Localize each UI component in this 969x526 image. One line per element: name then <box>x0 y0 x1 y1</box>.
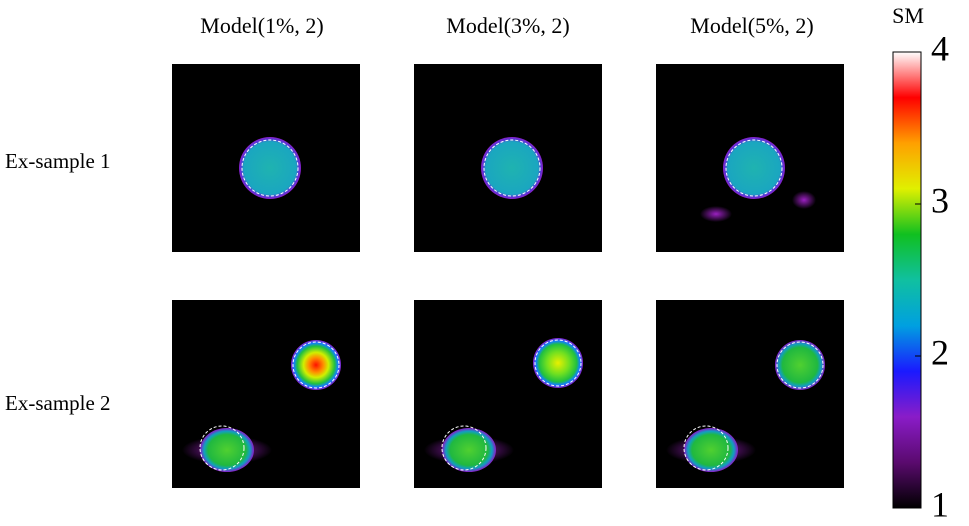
panel <box>413 299 603 489</box>
colorbar: 1 2 3 4 <box>892 28 949 524</box>
row-label: Ex-sample 1 <box>5 149 111 173</box>
tick-label: 2 <box>931 332 949 372</box>
tick-label: 3 <box>931 180 949 220</box>
panel <box>655 63 845 253</box>
column-title: Model(1%, 2) <box>200 13 323 38</box>
panel <box>171 63 361 253</box>
row-label: Ex-sample 2 <box>5 391 111 415</box>
colorbar-label: SM <box>892 3 924 28</box>
panel <box>413 63 603 253</box>
colorbar-fill <box>892 51 922 509</box>
column-title: Model(3%, 2) <box>446 13 569 38</box>
column-title: Model(5%, 2) <box>690 13 813 38</box>
panel <box>655 299 845 489</box>
tick-label: 1 <box>931 484 949 524</box>
tick-label: 4 <box>931 28 949 68</box>
panel <box>171 299 361 489</box>
